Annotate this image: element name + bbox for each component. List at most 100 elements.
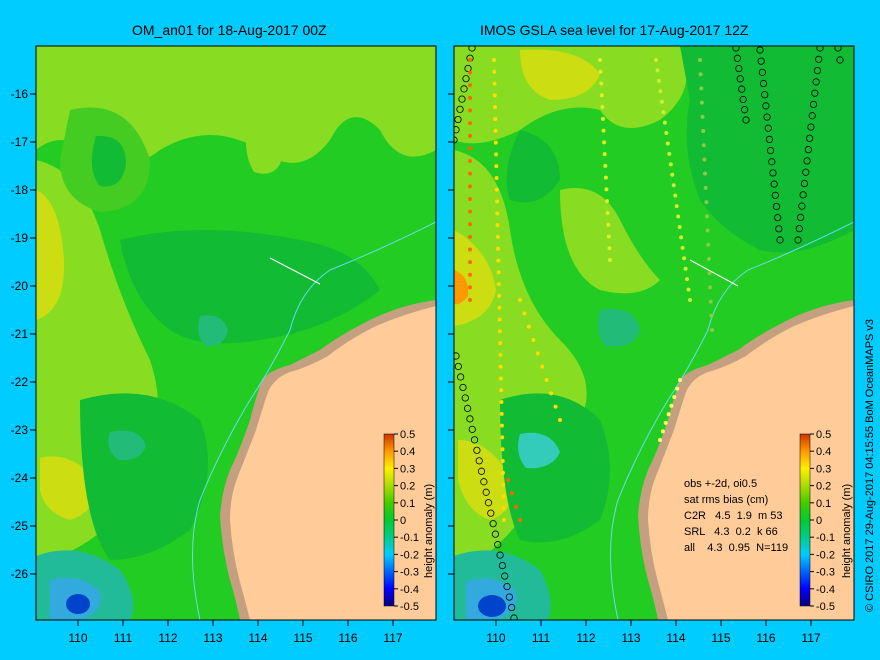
x-tick-label: 115 [293,631,312,645]
axis-ticks: 110 111 112 113 114 115 116 117 -16 -17 -18 -19 -20 -… [11,87,821,645]
track-point [666,412,671,417]
track-point [672,395,677,400]
anomaly-cyan-eddy [518,432,560,469]
track-point [495,223,500,228]
track-point [668,162,673,167]
track-point [706,256,711,261]
track-point [493,140,498,145]
track-point [495,199,500,204]
track-point [802,168,810,176]
track-point [600,116,605,121]
track-point [768,158,776,166]
colorbar-tick-label: -0.2 [816,549,835,561]
track-point [815,55,823,63]
track-point [708,299,713,304]
copyright-credit: © CSIRO 2017 29-Aug-2017 04:15:55 BoM Oc… [864,318,876,612]
track-point [505,593,513,601]
track-point [763,113,771,121]
track-point [498,376,503,381]
anomaly-yellow-north [520,49,600,100]
track-point [601,128,606,133]
track-point [493,105,498,110]
track-point [807,123,815,131]
y-tick-label: -22 [11,375,29,389]
x-tick-label: 117 [383,631,402,645]
track-point [492,69,497,74]
track-point [660,429,665,434]
track-point [598,69,603,74]
track-point [769,169,777,177]
track-point [661,110,666,115]
anomaly-yellowgreen-east [245,106,284,174]
colorbar-tick-label: 0.4 [400,446,415,458]
x-tick-label: 116 [756,631,775,645]
track-point [508,603,516,612]
track-point [795,225,803,233]
track-point [608,258,612,262]
x-tick-label: 111 [114,631,133,645]
stats-line-3: C2R 4.5 1.9 m 53 [684,510,783,522]
track-point [662,120,667,125]
track-point [456,105,464,113]
track-point [602,152,607,157]
right-map-frame [453,45,855,621]
track-point [466,415,474,423]
track-point [658,89,663,94]
track-point [669,403,674,408]
y-tick-label: -17 [11,135,29,149]
colorbar-tick-label: 0.1 [400,498,415,510]
track-point [496,270,501,275]
track-point [468,70,472,75]
track-point [498,364,503,369]
anomaly-teal-eddy [198,315,228,347]
track-point [707,271,712,276]
track-point [460,85,468,93]
y-tick-label: -21 [11,327,29,341]
stats-line-2: sat rms bias (cm) [684,494,769,506]
track-point [803,157,811,165]
track-point [498,561,506,570]
left-map-frame [35,45,437,621]
colorbar-tick-label: 0.3 [816,463,831,475]
anomaly-teal-eddy [598,308,640,347]
track-point [677,224,682,229]
track-point [494,164,499,169]
track-point [549,391,554,396]
track-point [468,298,472,302]
y-tick-label: -26 [11,567,29,581]
track-point [704,200,709,205]
x-tick-label: 114 [248,631,267,645]
track-point [811,89,819,97]
track-point [702,157,707,162]
left-colorbar-label: height anomaly (m) [423,484,435,578]
track-point [468,260,472,265]
track-point [468,159,472,164]
track-point [599,93,604,98]
track-point [496,282,501,287]
track-point [489,520,497,528]
track-point [667,151,672,156]
x-tick-label: 112 [576,631,595,645]
track-point [468,285,472,290]
colorbar-tick-label: 0.5 [816,429,831,441]
anomaly-yellow-southwest [458,440,514,520]
track-point [758,68,766,76]
track-point [665,141,670,146]
track-point [735,64,743,73]
colorbar-tick-label: -0.4 [816,584,835,596]
track-point [682,256,687,261]
track-point [475,457,483,465]
track-point [468,133,472,138]
track-point [605,210,610,215]
x-tick-label: 112 [158,631,177,645]
colorbar-tick-label: -0.1 [816,532,835,544]
track-point [598,58,602,62]
x-tick-label: 113 [203,631,222,645]
track-point [553,404,558,409]
y-tick-label: -19 [11,231,29,245]
track-point [468,171,472,176]
track-point [473,446,481,454]
anomaly-darkgreen-north [91,135,126,187]
anomaly-yellow-west [454,230,496,326]
track-point [503,582,511,591]
